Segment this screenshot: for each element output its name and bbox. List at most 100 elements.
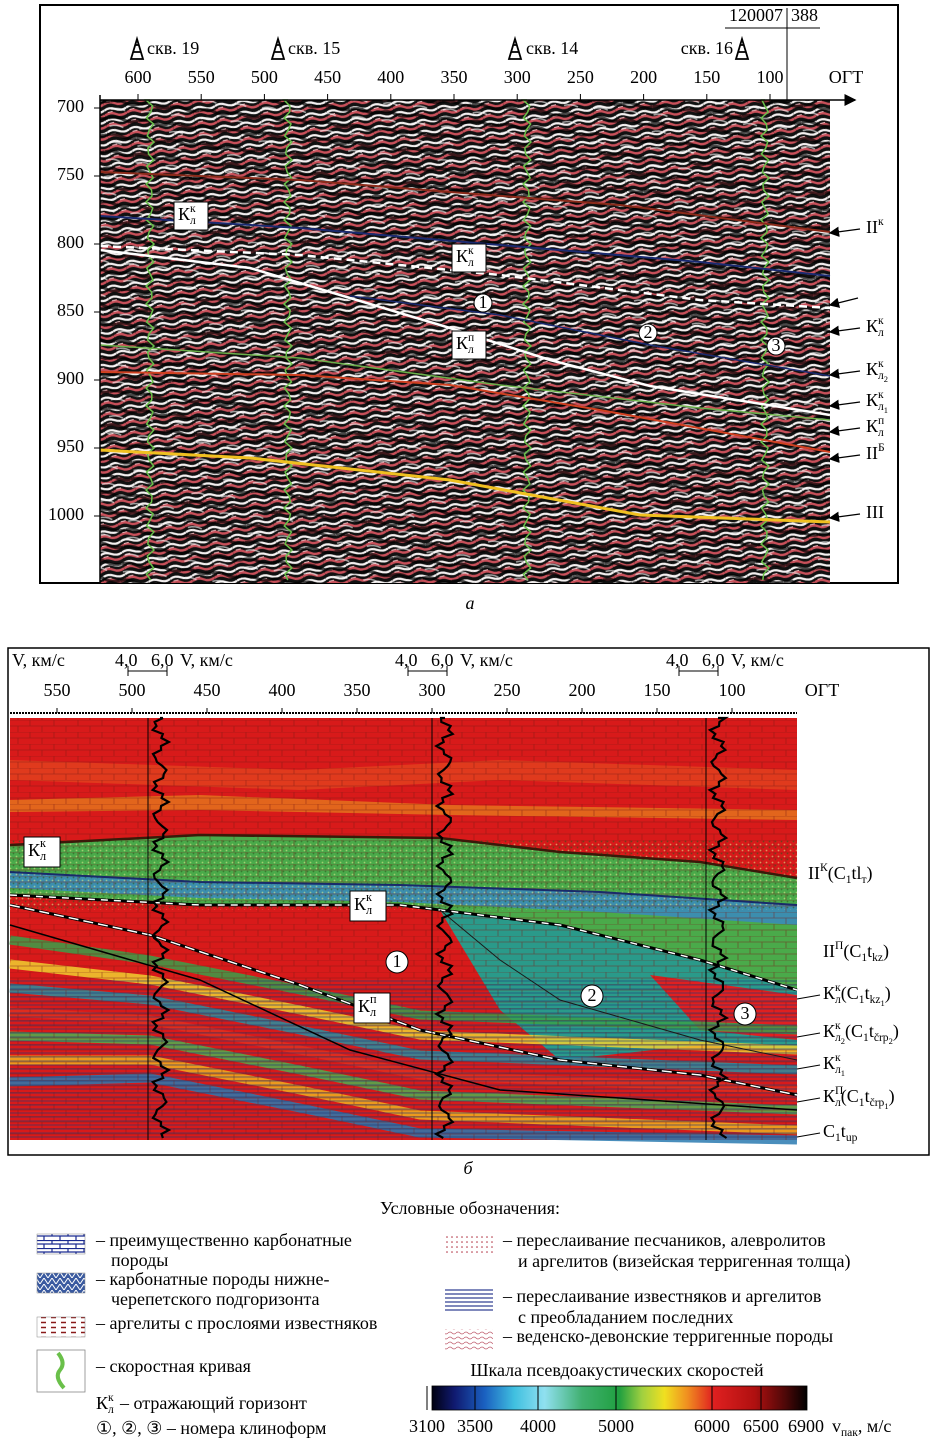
- well-log: [521, 99, 533, 581]
- formula-text: (C: [843, 941, 861, 962]
- formula-text: II: [866, 443, 878, 463]
- formula-text: (C: [845, 1021, 863, 1042]
- velocity-curve: [433, 716, 455, 1139]
- formula-text: К: [866, 316, 879, 336]
- formula-subsub: 2: [889, 1036, 893, 1046]
- formula-text: ): [889, 1086, 895, 1107]
- x-tick-label: 250: [567, 67, 594, 87]
- velocity-label: V, км/с: [180, 650, 233, 670]
- formula-text: К: [456, 246, 469, 266]
- formula-sup: к: [366, 890, 372, 904]
- horizon-line: [439, 909, 798, 1061]
- horizon-label: Кк л1: [866, 388, 888, 416]
- x-tick-label: 150: [644, 680, 671, 700]
- formula-text: К: [28, 840, 41, 860]
- formula-sub: črp: [874, 1031, 889, 1044]
- legend-text: – аргелиты с прослоями известняков: [95, 1313, 377, 1333]
- label-leader: [796, 1064, 821, 1070]
- formula-sub: л: [835, 1096, 841, 1109]
- legend-text: – веденско-девонские терригенные породы: [502, 1326, 833, 1346]
- legend-text: черепетского подгоризонта: [111, 1289, 320, 1309]
- formula-sup: к: [190, 202, 196, 215]
- formula-sub: л: [835, 1063, 841, 1076]
- legend-text: – преимущественно карбонатные: [95, 1230, 352, 1250]
- scale-tick-label: 6500: [743, 1416, 779, 1436]
- well-icon: [270, 35, 286, 60]
- horizon-line: [99, 248, 831, 417]
- scale-unit: vпак, м/с: [832, 1416, 891, 1439]
- clinoform-marker: [385, 950, 409, 974]
- label-box: [451, 243, 487, 273]
- formula-sub: л: [366, 903, 372, 917]
- formula-sub: kz: [872, 951, 883, 964]
- horizon-label: КП л(C1tčrp1): [823, 1084, 895, 1112]
- formula-text: III: [866, 502, 884, 522]
- well-label: скв. 19: [147, 38, 199, 58]
- formula-sub: 1: [861, 951, 867, 964]
- clinoform-number: 2: [588, 985, 597, 1005]
- horizon-label: IIП(C1tkz): [823, 939, 889, 964]
- velocity-max: 6,0: [431, 650, 454, 670]
- formula-text: ): [867, 863, 873, 884]
- formula-sub: л: [468, 256, 474, 269]
- horizon-line: [99, 448, 831, 524]
- inline-label: Кк л: [456, 244, 474, 269]
- horizon-line: [99, 215, 831, 277]
- velocity-axis-label: V, км/с: [12, 650, 65, 670]
- legend-text: породы: [111, 1250, 168, 1270]
- x-tick-label: 350: [344, 680, 371, 700]
- label-box: [173, 201, 209, 231]
- formula-sub: т: [862, 873, 867, 886]
- formula-text: II: [823, 941, 835, 961]
- legend-swatch: [36, 1272, 86, 1294]
- formula-sup: п: [370, 992, 377, 1006]
- formula-text: К: [823, 1086, 836, 1106]
- legend-curve: [55, 1351, 66, 1390]
- formula-text: , м/с: [858, 1416, 891, 1436]
- legend-swatch: [445, 1233, 493, 1255]
- formula-text: К: [354, 894, 367, 914]
- horizon-line: [99, 371, 831, 453]
- formula-sup: к: [878, 388, 884, 401]
- well-icon: [734, 35, 750, 60]
- formula-sup: к: [878, 215, 884, 228]
- formula-subsub: 1: [841, 1068, 845, 1078]
- x-axis-label: ОГТ: [805, 680, 839, 700]
- label-arrow: [828, 226, 861, 237]
- clinoform-number: 1: [479, 292, 488, 312]
- x-tick-label: 600: [125, 67, 152, 87]
- formula-text: II: [866, 217, 878, 237]
- formula-sup: П: [835, 1084, 843, 1097]
- label-leader: [796, 1032, 821, 1038]
- formula-sup: к: [40, 836, 46, 850]
- x-tick-label: 450: [194, 680, 221, 700]
- velocity-label: V, км/с: [460, 650, 513, 670]
- clinoform-marker: [766, 336, 786, 356]
- legend-text: с преобладанием последних: [518, 1307, 733, 1327]
- well-icon: [129, 35, 145, 60]
- x-tick-label: 400: [377, 67, 404, 87]
- x-tick-label: 300: [504, 67, 531, 87]
- formula-text: (C: [841, 983, 859, 1004]
- legend-swatch: [445, 1329, 493, 1351]
- x-tick-label: 450: [314, 67, 341, 87]
- label-arrow: [828, 511, 861, 522]
- scale-tick-label: 3500: [457, 1416, 493, 1436]
- formula-text: К: [866, 390, 879, 410]
- formula-text: t: [841, 1121, 846, 1141]
- formula-text: t: [869, 1021, 874, 1041]
- x-tick-label: 350: [441, 67, 468, 87]
- formula-text: К: [358, 996, 371, 1016]
- formula-sup: к: [835, 981, 841, 994]
- horizon-line: [9, 833, 798, 880]
- x-tick-label: 500: [251, 67, 278, 87]
- formula-subsub: 2: [841, 1036, 845, 1046]
- inline-label: Кп л: [358, 992, 377, 1019]
- legend-text: – переслаивание песчаников, алевролитов: [502, 1230, 826, 1250]
- x-tick-label: 100: [757, 67, 784, 87]
- label-arrow: [828, 368, 861, 379]
- formula-sub: kz: [870, 993, 881, 1006]
- formula-sub: 1: [863, 1031, 869, 1044]
- line-cdp: 388: [791, 5, 818, 25]
